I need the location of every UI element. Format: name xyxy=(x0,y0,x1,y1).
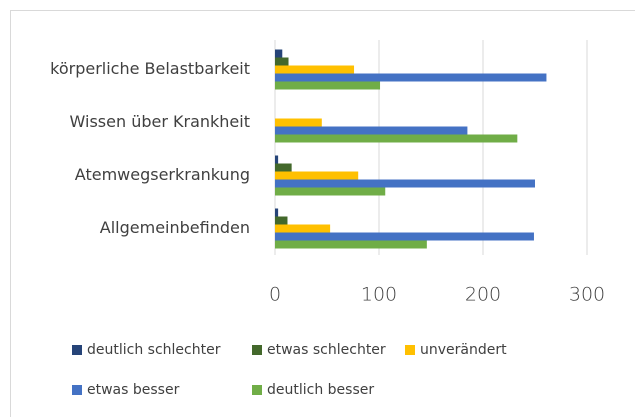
bar xyxy=(275,118,322,127)
legend-label: etwas schlechter xyxy=(267,342,386,358)
legend-label: unverändert xyxy=(420,342,507,358)
chart-border xyxy=(10,10,635,417)
x-tick-label: 100 xyxy=(361,284,397,306)
legend-label: deutlich schlechter xyxy=(87,342,221,358)
bar xyxy=(275,232,534,241)
bar xyxy=(275,155,279,164)
bar xyxy=(275,240,427,249)
category-label: Allgemeinbefinden xyxy=(100,218,250,237)
x-tick-label: 200 xyxy=(465,284,501,306)
category-label: Wissen über Krankheit xyxy=(70,112,250,131)
bar xyxy=(275,224,331,233)
bar xyxy=(275,57,289,66)
legend-swatch xyxy=(72,385,82,395)
bar xyxy=(275,73,547,82)
x-tick-label: 0 xyxy=(269,284,281,306)
category-label: Atemwegserkrankung xyxy=(75,165,250,184)
legend-swatch xyxy=(252,345,262,355)
bar xyxy=(275,171,359,180)
legend-label: etwas besser xyxy=(87,382,180,398)
bar xyxy=(275,187,386,196)
legend-swatch xyxy=(405,345,415,355)
bar xyxy=(275,163,292,172)
bar xyxy=(275,216,288,225)
legend-swatch xyxy=(72,345,82,355)
bar xyxy=(275,81,381,90)
bar xyxy=(275,65,355,74)
x-tick-label: 300 xyxy=(569,284,605,306)
bar xyxy=(275,134,518,143)
legend-swatch xyxy=(252,385,262,395)
bar xyxy=(275,49,283,58)
category-label: körperliche Belastbarkeit xyxy=(50,59,250,78)
legend-label: deutlich besser xyxy=(267,382,374,398)
bar xyxy=(275,208,279,217)
bar xyxy=(275,126,468,135)
bar xyxy=(275,179,535,188)
